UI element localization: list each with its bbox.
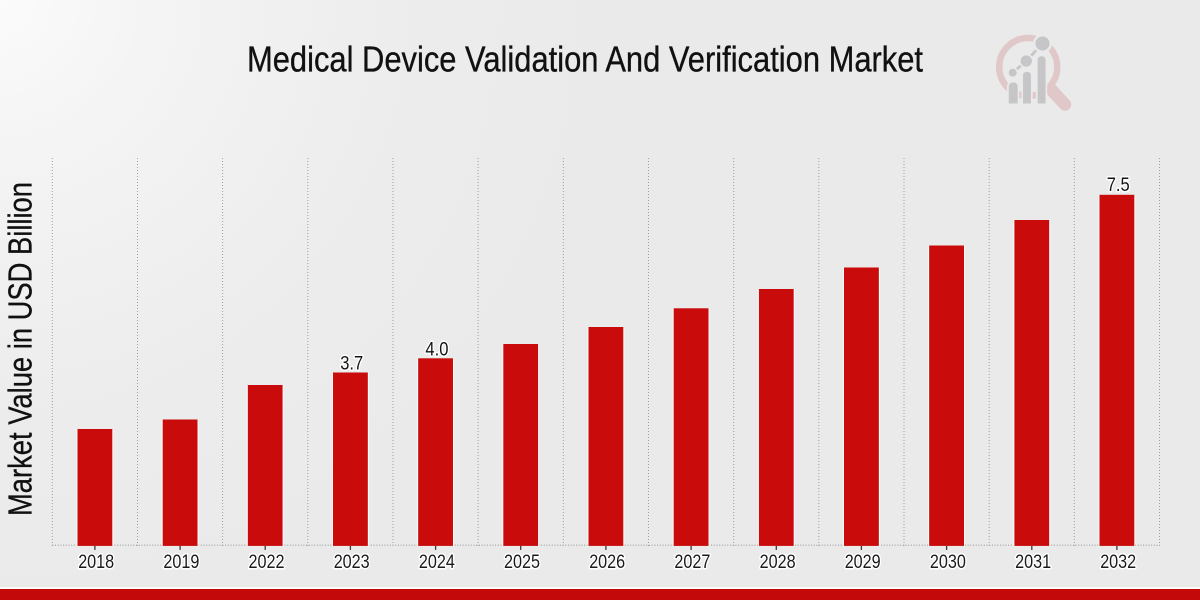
- svg-text:2024: 2024: [419, 552, 455, 573]
- svg-text:2019: 2019: [163, 552, 199, 573]
- svg-text:2018: 2018: [78, 552, 114, 573]
- svg-text:2026: 2026: [589, 552, 625, 573]
- svg-text:2023: 2023: [334, 552, 370, 573]
- svg-text:4.0: 4.0: [425, 339, 448, 361]
- svg-text:2027: 2027: [674, 552, 710, 573]
- svg-text:7.5: 7.5: [1107, 174, 1130, 196]
- svg-text:Medical Device Validation And: Medical Device Validation And Verificati…: [247, 39, 923, 80]
- svg-text:2029: 2029: [845, 552, 881, 573]
- svg-text:3.7: 3.7: [340, 353, 363, 375]
- svg-text:Market Value in USD Billion: Market Value in USD Billion: [2, 182, 39, 516]
- svg-text:2031: 2031: [1015, 552, 1051, 573]
- svg-text:2025: 2025: [504, 552, 540, 573]
- svg-text:2030: 2030: [930, 552, 966, 573]
- svg-text:2022: 2022: [249, 552, 285, 573]
- svg-text:2028: 2028: [760, 552, 796, 573]
- svg-text:2032: 2032: [1100, 552, 1136, 573]
